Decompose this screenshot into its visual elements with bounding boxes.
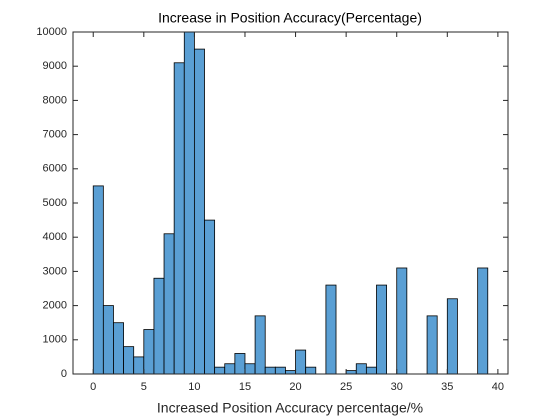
bar [244, 363, 256, 375]
y-tick-label: 3000 [43, 265, 67, 277]
bar [133, 356, 145, 375]
bar [123, 346, 135, 375]
bar [153, 277, 165, 375]
bar [204, 219, 216, 375]
bar [355, 363, 367, 375]
bar [183, 31, 195, 375]
bar [113, 322, 124, 375]
bar [426, 315, 438, 375]
x-tick-label: 10 [188, 381, 200, 393]
bar [163, 233, 175, 375]
x-tick-label: 40 [492, 381, 504, 393]
bar [234, 353, 246, 375]
y-tick-label: 0 [61, 368, 67, 380]
bar [214, 366, 226, 375]
bar [143, 329, 155, 375]
bar [345, 370, 357, 375]
x-tick-label: 20 [289, 381, 301, 393]
bar [477, 267, 489, 375]
y-tick-label: 2000 [43, 300, 67, 312]
x-tick-label: 5 [141, 381, 147, 393]
x-tick-label: 15 [239, 381, 251, 393]
bar [365, 366, 377, 375]
y-tick-label: 5000 [43, 197, 67, 209]
bar [376, 284, 388, 375]
bar [295, 349, 307, 375]
y-tick-label: 6000 [43, 163, 67, 175]
bar [446, 298, 458, 375]
x-tick-label: 35 [441, 381, 453, 393]
y-tick-label: 4000 [43, 231, 67, 243]
chart-title: Increase in Position Accuracy(Percentage… [158, 10, 422, 26]
x-tick-label: 30 [391, 381, 403, 393]
y-tick-label: 1000 [43, 334, 67, 346]
bar [193, 48, 205, 375]
x-tick-label: 0 [90, 381, 96, 393]
bar [254, 315, 266, 375]
bar [325, 284, 337, 375]
y-tick-label: 10000 [36, 26, 67, 38]
y-tick-label: 8000 [43, 94, 67, 106]
bar [92, 185, 104, 375]
x-tick-label: 25 [340, 381, 352, 393]
bar [285, 370, 296, 375]
bar [264, 366, 276, 375]
bar [224, 363, 236, 375]
bar [305, 366, 317, 375]
bar [396, 267, 408, 375]
bar [274, 366, 286, 375]
bar [173, 62, 185, 375]
bar [102, 305, 114, 375]
x-axis-label: Increased Position Accuracy percentage/% [157, 400, 423, 416]
y-tick-label: 7000 [43, 129, 67, 141]
y-tick-label: 9000 [43, 60, 67, 72]
